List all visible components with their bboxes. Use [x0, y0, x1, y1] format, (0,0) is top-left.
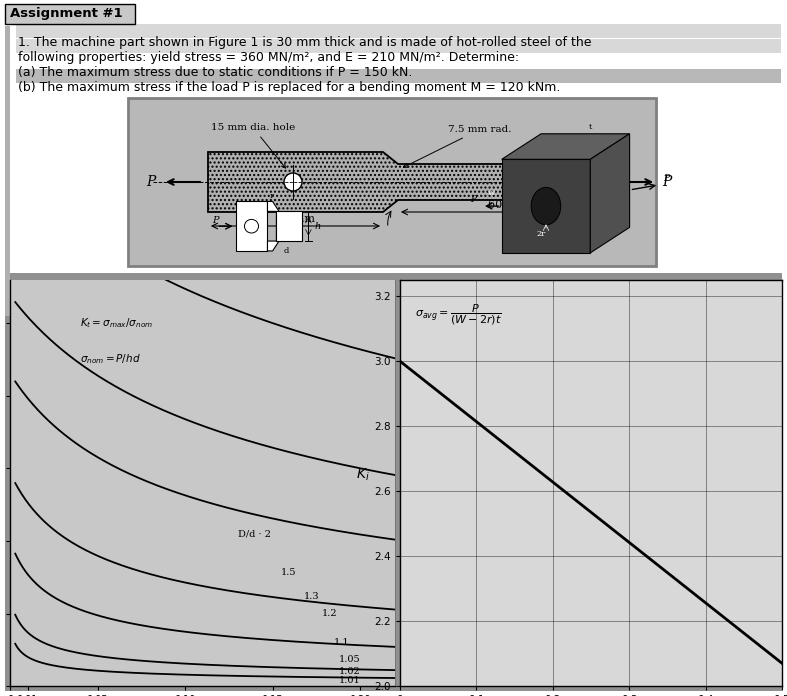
Ellipse shape: [531, 187, 560, 225]
Text: P: P: [146, 175, 156, 189]
Text: 7.5 mm rad.: 7.5 mm rad.: [404, 125, 512, 167]
Bar: [5, 273, 782, 691]
Text: 15 mm dia. hole: 15 mm dia. hole: [211, 123, 295, 168]
Text: 1.1: 1.1: [334, 638, 349, 647]
Bar: [16, 39, 781, 53]
Text: (b) The maximum stress if the load P is replaced for a bending moment M = 120 kN: (b) The maximum stress if the load P is …: [18, 81, 560, 94]
Text: $K_t = \sigma_{max}/\sigma_{nom}$: $K_t = \sigma_{max}/\sigma_{nom}$: [80, 316, 153, 330]
Bar: [128, 98, 656, 266]
Text: P: P: [470, 196, 476, 205]
Text: 90 mm: 90 mm: [275, 214, 315, 224]
Text: $\sigma_{nom} = P/hd$: $\sigma_{nom} = P/hd$: [80, 352, 141, 366]
Bar: [10, 280, 395, 686]
Text: P: P: [663, 174, 669, 183]
Text: 2r: 2r: [537, 230, 545, 238]
Bar: [276, 212, 302, 241]
Text: 1.01: 1.01: [339, 676, 360, 685]
Text: t: t: [589, 122, 592, 131]
Text: 1.2: 1.2: [322, 609, 337, 618]
Text: h: h: [315, 222, 321, 230]
Bar: [16, 69, 781, 83]
Polygon shape: [268, 201, 279, 251]
Polygon shape: [208, 152, 616, 212]
Text: $\sigma_{avg} = \dfrac{P}{(W-2r)t}$: $\sigma_{avg} = \dfrac{P}{(W-2r)t}$: [416, 303, 502, 327]
Bar: [5, 26, 10, 316]
Bar: [235, 201, 268, 251]
Text: Assignment #1: Assignment #1: [10, 8, 123, 20]
Y-axis label: $K_i$: $K_i$: [357, 466, 370, 483]
Text: d: d: [284, 247, 290, 255]
Bar: [400, 280, 782, 686]
Circle shape: [284, 173, 302, 191]
Text: following properties: yield stress = 360 MN/m², and E = 210 MN/m². Determine:: following properties: yield stress = 360…: [18, 51, 519, 64]
Text: 60 mm: 60 mm: [487, 200, 527, 210]
Text: 1. The machine part shown in Figure 1 is 30 mm thick and is made of hot-rolled s: 1. The machine part shown in Figure 1 is…: [18, 36, 592, 49]
Text: r: r: [269, 191, 273, 200]
Text: D/d · 2: D/d · 2: [238, 529, 271, 538]
Text: 1.5: 1.5: [281, 569, 297, 578]
Text: w: w: [488, 189, 495, 197]
Text: P: P: [212, 216, 219, 225]
Polygon shape: [502, 134, 630, 159]
Bar: [502, 159, 590, 253]
Text: (a) The maximum stress due to static conditions if P = 150 kN.: (a) The maximum stress due to static con…: [18, 66, 412, 79]
Text: 1.3: 1.3: [304, 592, 320, 601]
Text: P: P: [662, 175, 671, 189]
Circle shape: [245, 219, 258, 233]
Bar: [16, 24, 781, 38]
Polygon shape: [590, 134, 630, 253]
Text: 1.02: 1.02: [339, 667, 360, 676]
Bar: [5, 4, 135, 24]
Text: 1.05: 1.05: [339, 656, 360, 665]
